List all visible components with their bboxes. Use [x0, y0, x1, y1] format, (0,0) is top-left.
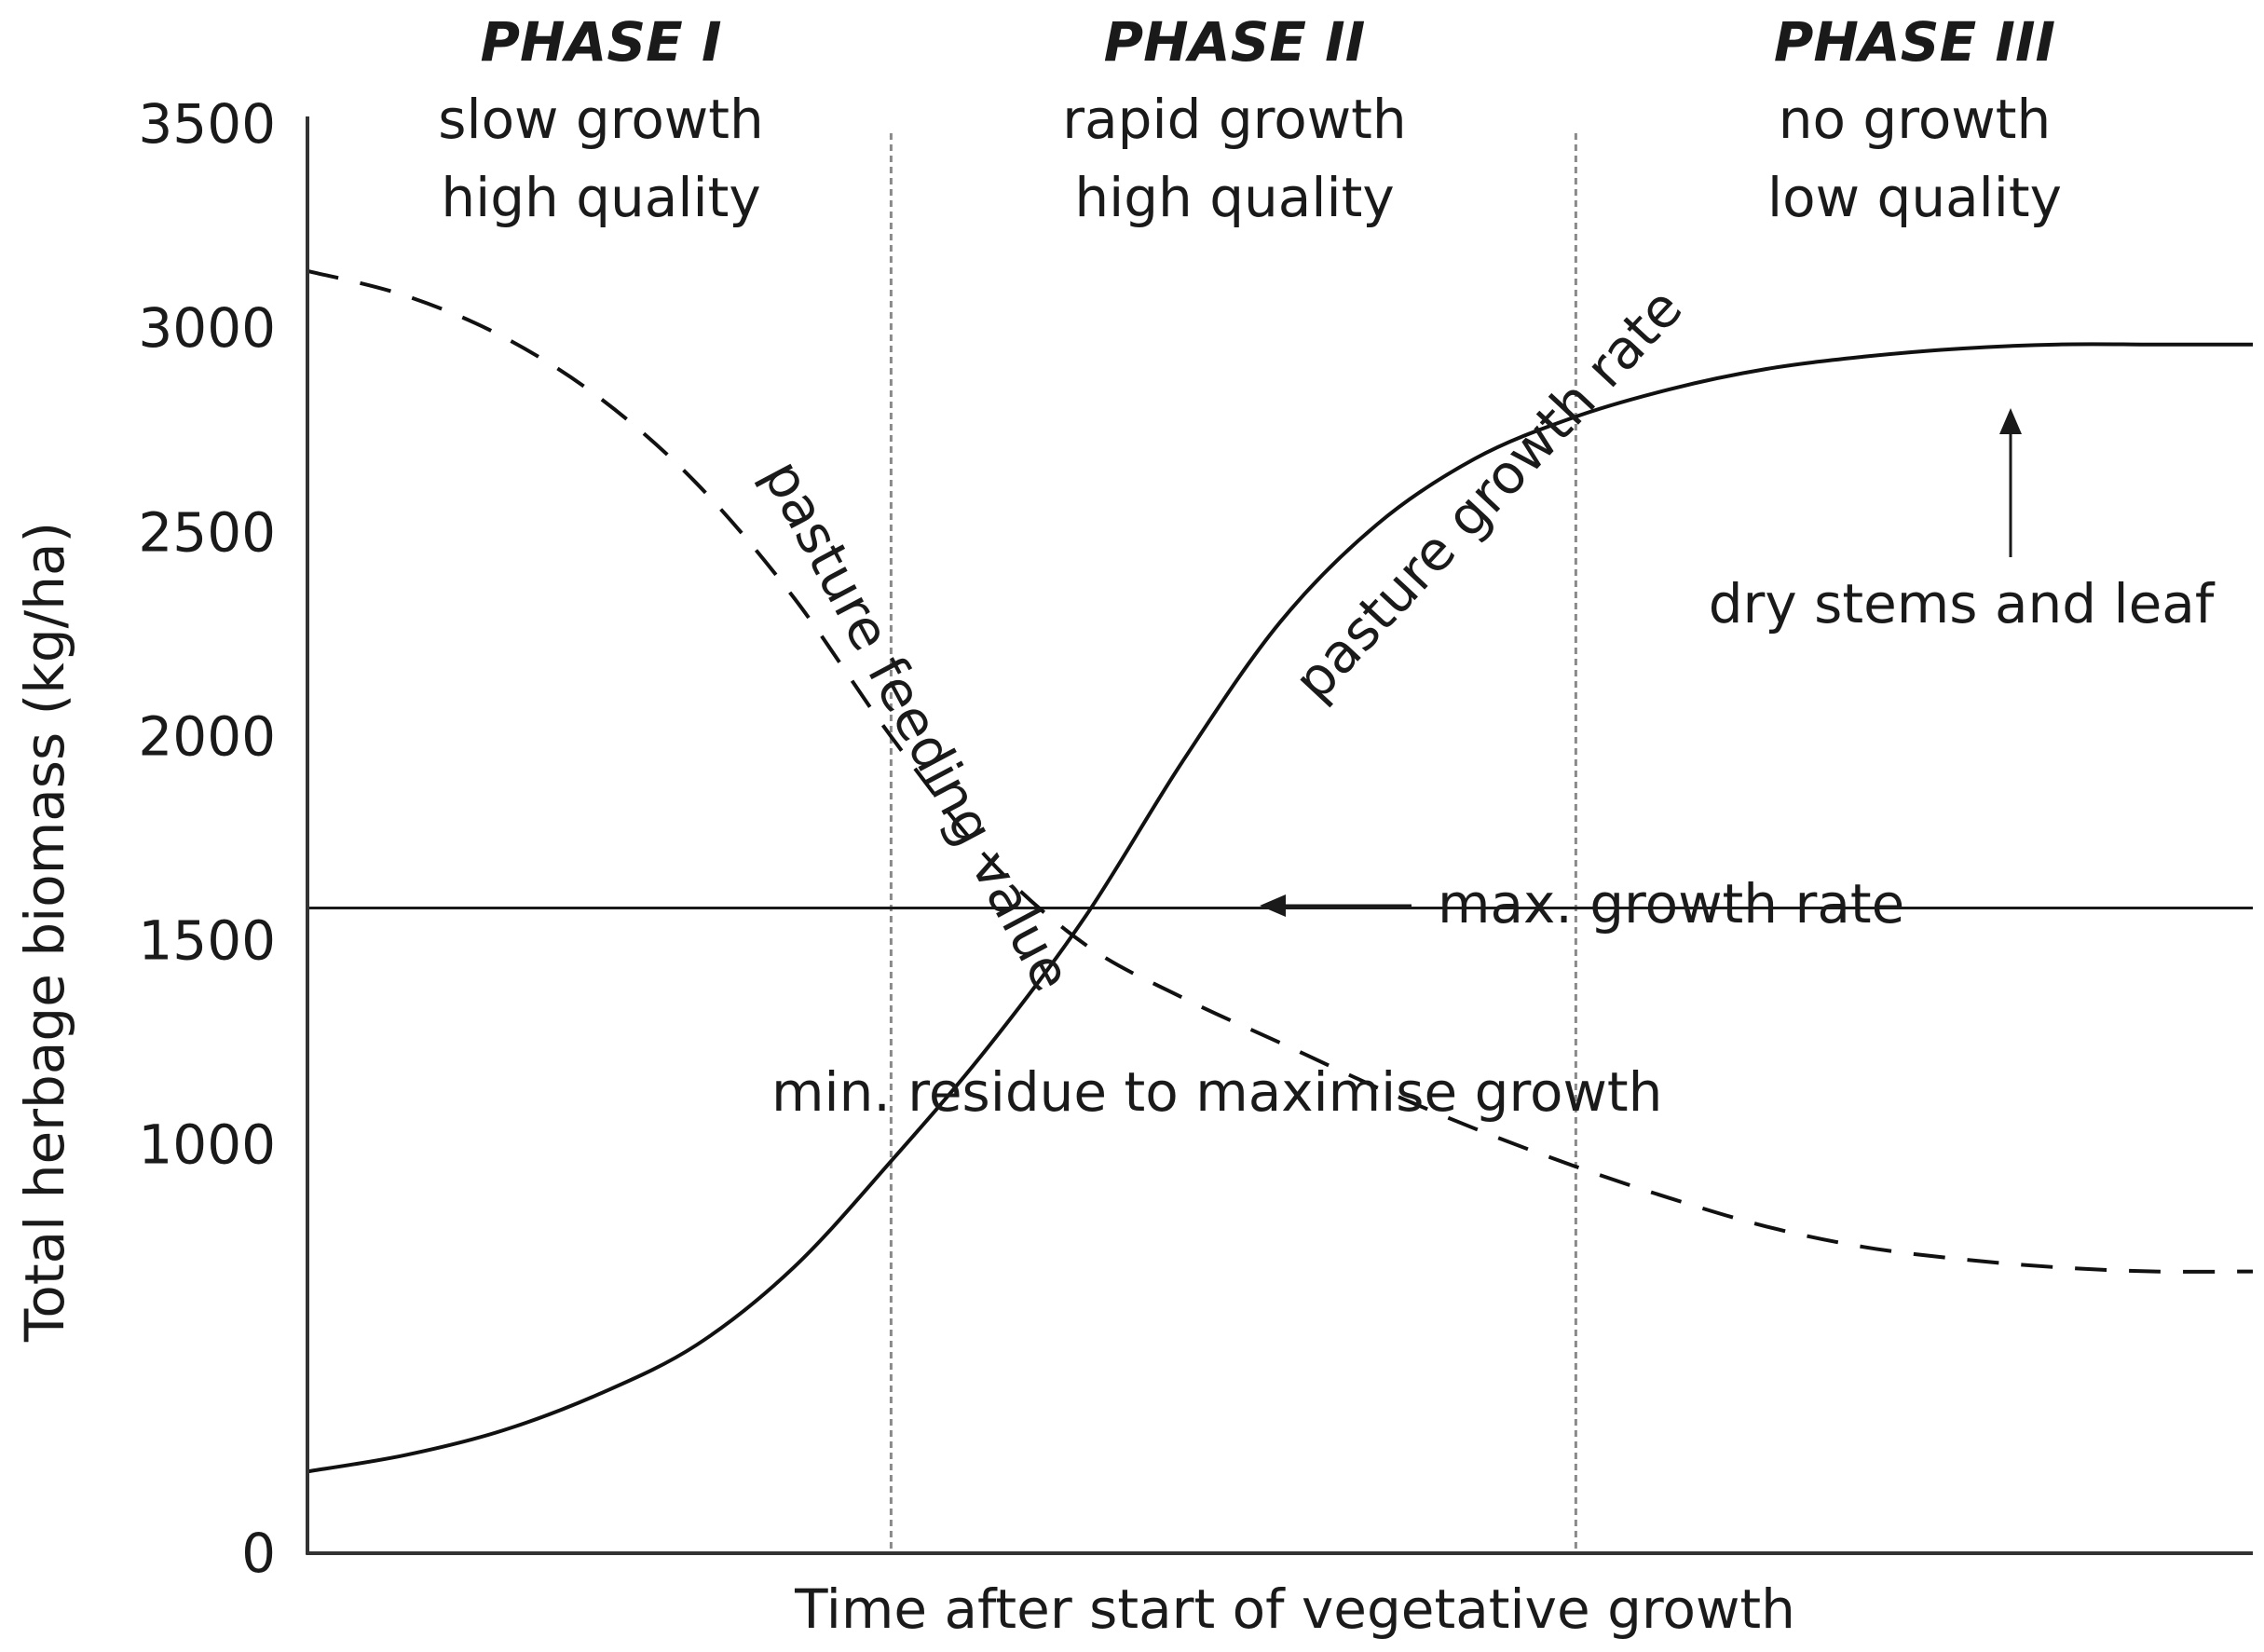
curve-label-feeding-value: pasture feeding value: [751, 450, 1084, 1002]
series-line-pasture-growth-rate: [307, 342, 2253, 1474]
phase-title-1: PHASE I: [480, 10, 721, 74]
phase-title-2: PHASE II: [1104, 10, 1366, 74]
y-tick-label-2500: 2500: [138, 500, 276, 564]
dry-stems-arrow-head: [1999, 408, 2022, 434]
dry-stems-label: dry stems and leaf: [1709, 572, 2216, 635]
reference-line-label: min. residue to maximise growth: [771, 1060, 1662, 1124]
series-line-pasture-feeding-value: [307, 268, 2254, 1274]
y-tick-label-2000: 2000: [138, 704, 276, 768]
phase-dividers: [889, 133, 1577, 1553]
x-axis-title: Time after start of vegetative growth: [794, 1577, 1795, 1641]
phase-desc-line2-1: high quality: [441, 166, 760, 229]
phase-desc-line1-1: slow growth: [438, 88, 764, 151]
y-tick-label-3000: 3000: [138, 296, 276, 360]
phase-desc-line1-2: rapid growth: [1062, 88, 1406, 151]
phase-title-3: PHASE III: [1774, 10, 2055, 74]
y-tick-labels: 0 1000 1500 2000 2500 3000 3500: [138, 92, 276, 1585]
max-growth-label: max. growth rate: [1438, 872, 1904, 935]
phase-desc-line1-3: no growth: [1779, 88, 2052, 151]
max-growth-arrow-head: [1260, 894, 1286, 917]
annotations: max. growth rate dry stems and leaf: [1260, 408, 2216, 935]
phase-desc-line2-2: high quality: [1074, 166, 1394, 229]
y-tick-label-1500: 1500: [138, 909, 276, 973]
y-tick-label-3500: 3500: [138, 92, 276, 156]
series-group: [307, 268, 2254, 1474]
y-tick-label-1000: 1000: [138, 1113, 276, 1177]
y-tick-label-0: 0: [241, 1522, 276, 1585]
curve-label-growth-rate: pasture growth rate: [1282, 276, 1695, 712]
axes: [306, 116, 2253, 1555]
phase-labels: PHASE I slow growth high quality PHASE II ra…: [438, 10, 2062, 229]
y-axis-title: Total herbage biomass (kg/ha): [13, 522, 76, 1343]
phase-desc-line2-3: low quality: [1767, 166, 2062, 229]
